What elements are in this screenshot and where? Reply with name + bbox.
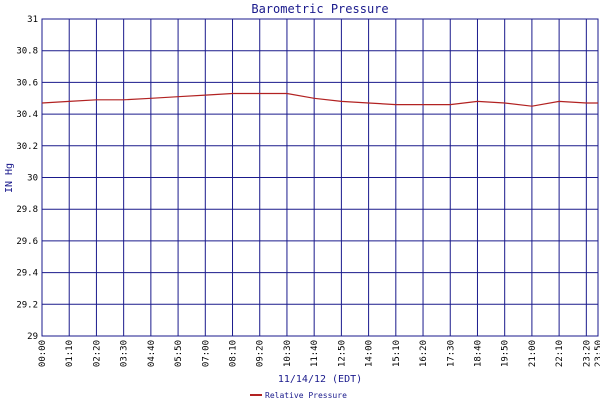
x-tick-label: 16:20 <box>419 340 429 367</box>
y-tick-label: 29.8 <box>16 205 38 215</box>
x-tick-label: 04:40 <box>147 340 157 367</box>
legend-label: Relative Pressure <box>265 391 347 400</box>
x-tick-label: 00:00 <box>38 340 48 367</box>
y-tick-label: 29.6 <box>16 237 38 247</box>
x-tick-labels: 00:00 01:10 02:20 03:30 04:40 05:50 07:00 08:10… <box>38 340 600 367</box>
x-tick-label: 19:50 <box>501 340 511 367</box>
plot-frame <box>41 18 599 337</box>
series-layer <box>41 92 598 107</box>
y-tick-label: 30 <box>27 174 38 184</box>
x-tick-label: 14:00 <box>365 340 375 367</box>
y-axis-label: IN Hg <box>4 163 15 193</box>
x-tick-label: 15:10 <box>392 340 402 367</box>
x-tick-label: 09:20 <box>256 340 266 367</box>
y-tick-labels: 29 29.2 29.4 29.6 29.8 30 30.2 30.4 30.6 30.8 31 <box>16 15 38 342</box>
series-line-relative-pressure <box>41 92 598 107</box>
x-tick-label: 01:10 <box>65 340 75 367</box>
x-tick-label: 05:50 <box>174 340 184 367</box>
x-tick-label: 03:30 <box>120 340 130 367</box>
y-tick-label: 30.2 <box>16 142 38 152</box>
x-tick-label: 22:10 <box>555 340 565 367</box>
x-tick-label: 08:10 <box>229 340 239 367</box>
y-tick-label: 29.2 <box>16 300 38 310</box>
y-tick-label: 30.4 <box>16 110 38 120</box>
x-tick-label: 07:00 <box>201 340 211 367</box>
chart-title: Barometric Pressure <box>251 2 388 16</box>
x-tick-label: 02:20 <box>92 340 102 367</box>
x-axis-label: 11/14/12 (EDT) <box>278 374 362 385</box>
y-tick-label: 29.4 <box>16 269 38 279</box>
y-tick-label: 29 <box>27 332 38 342</box>
x-tick-label: 23:50 <box>594 340 600 367</box>
y-tick-label: 30.6 <box>16 78 38 88</box>
x-tick-label: 21:00 <box>528 340 538 367</box>
x-tick-label: 12:50 <box>337 340 347 367</box>
grid-lines <box>41 18 599 337</box>
x-tick-label: 23:20 <box>582 340 592 367</box>
x-tick-label: 17:30 <box>446 340 456 367</box>
x-tick-label: 10:30 <box>283 340 293 367</box>
x-tick-label: 11:40 <box>310 340 320 367</box>
y-tick-label: 30.8 <box>16 47 38 57</box>
x-tick-label: 18:40 <box>473 340 483 367</box>
legend: Relative Pressure <box>250 391 347 400</box>
y-tick-label: 31 <box>27 15 38 25</box>
